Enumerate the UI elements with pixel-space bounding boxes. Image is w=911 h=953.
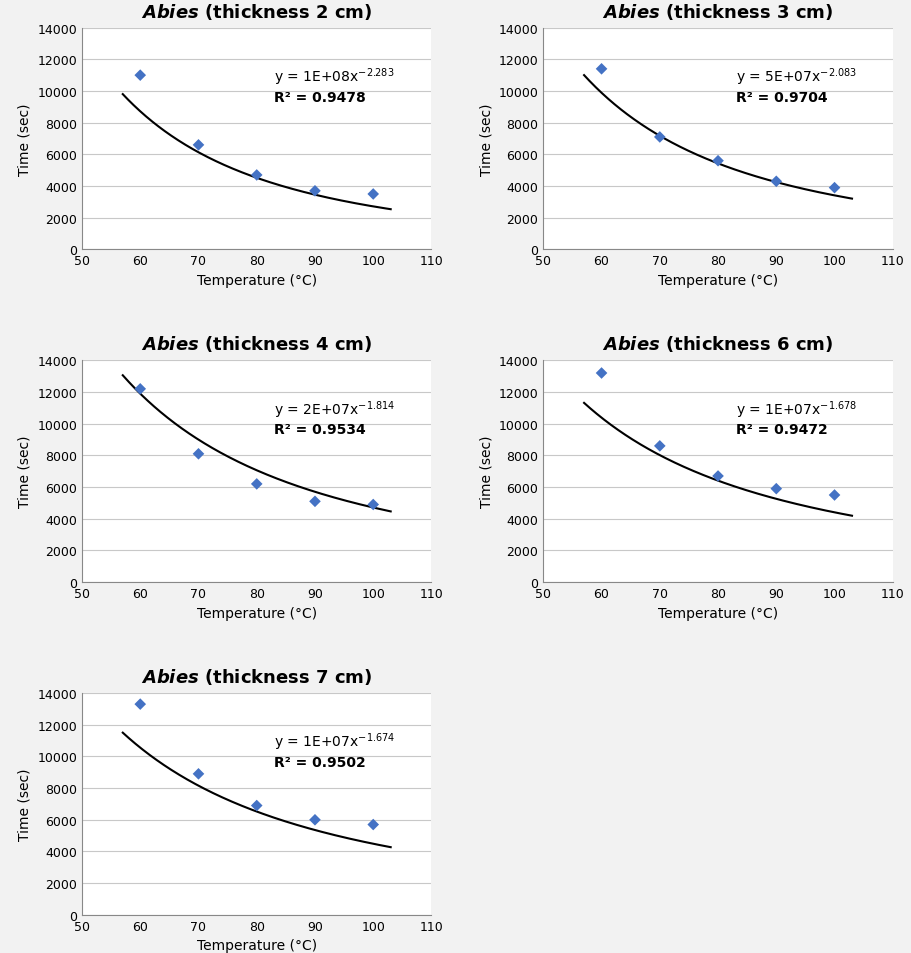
X-axis label: Temperature (°C): Temperature (°C) (197, 939, 317, 952)
Point (191, 447, 206, 462)
Point (769, 481, 783, 497)
Point (250, 168, 264, 183)
Text: R² = 0.9472: R² = 0.9472 (735, 423, 827, 437)
Point (594, 62, 609, 77)
X-axis label: Temperature (°C): Temperature (°C) (197, 274, 317, 288)
Point (308, 184, 322, 199)
Text: y = 1E+07x$^{-1.674}$: y = 1E+07x$^{-1.674}$ (274, 731, 395, 753)
Text: y = 2E+07x$^{-1.814}$: y = 2E+07x$^{-1.814}$ (274, 398, 395, 420)
Point (308, 812, 322, 827)
Title: $\bfit{Abies}$ (thickness 6 cm): $\bfit{Abies}$ (thickness 6 cm) (602, 334, 834, 354)
X-axis label: Temperature (°C): Temperature (°C) (658, 274, 778, 288)
Text: R² = 0.9478: R² = 0.9478 (274, 91, 366, 105)
Point (769, 174, 783, 190)
Y-axis label: Time (sec): Time (sec) (479, 436, 493, 508)
Point (366, 187, 381, 202)
Point (250, 798, 264, 813)
Text: R² = 0.9534: R² = 0.9534 (274, 423, 366, 437)
Point (366, 497, 381, 513)
Title: $\bfit{Abies}$ (thickness 7 cm): $\bfit{Abies}$ (thickness 7 cm) (141, 666, 373, 686)
Point (191, 766, 206, 781)
Point (711, 154, 725, 170)
Point (191, 138, 206, 153)
Point (594, 366, 609, 381)
Point (827, 488, 842, 503)
Title: $\bfit{Abies}$ (thickness 3 cm): $\bfit{Abies}$ (thickness 3 cm) (602, 2, 834, 22)
Point (250, 476, 264, 492)
Point (366, 817, 381, 832)
X-axis label: Temperature (°C): Temperature (°C) (197, 606, 317, 619)
Point (133, 69, 148, 84)
Text: R² = 0.9704: R² = 0.9704 (735, 91, 827, 105)
Text: y = 1E+07x$^{-1.678}$: y = 1E+07x$^{-1.678}$ (735, 398, 856, 420)
Point (652, 438, 667, 454)
Point (652, 131, 667, 146)
Title: $\bfit{Abies}$ (thickness 4 cm): $\bfit{Abies}$ (thickness 4 cm) (141, 334, 373, 354)
Point (711, 469, 725, 484)
Point (308, 495, 322, 510)
Point (133, 382, 148, 397)
Text: y = 5E+07x$^{-2.083}$: y = 5E+07x$^{-2.083}$ (735, 67, 856, 88)
Y-axis label: Time (sec): Time (sec) (17, 768, 32, 841)
Point (133, 697, 148, 712)
Title: $\bfit{Abies}$ (thickness 2 cm): $\bfit{Abies}$ (thickness 2 cm) (141, 2, 373, 22)
Y-axis label: Time (sec): Time (sec) (17, 436, 32, 508)
Y-axis label: Time (sec): Time (sec) (17, 103, 32, 175)
X-axis label: Temperature (°C): Temperature (°C) (658, 606, 778, 619)
Text: R² = 0.9502: R² = 0.9502 (274, 756, 366, 769)
Text: y = 1E+08x$^{-2.283}$: y = 1E+08x$^{-2.283}$ (274, 67, 394, 88)
Point (827, 181, 842, 196)
Y-axis label: Time (sec): Time (sec) (479, 103, 493, 175)
